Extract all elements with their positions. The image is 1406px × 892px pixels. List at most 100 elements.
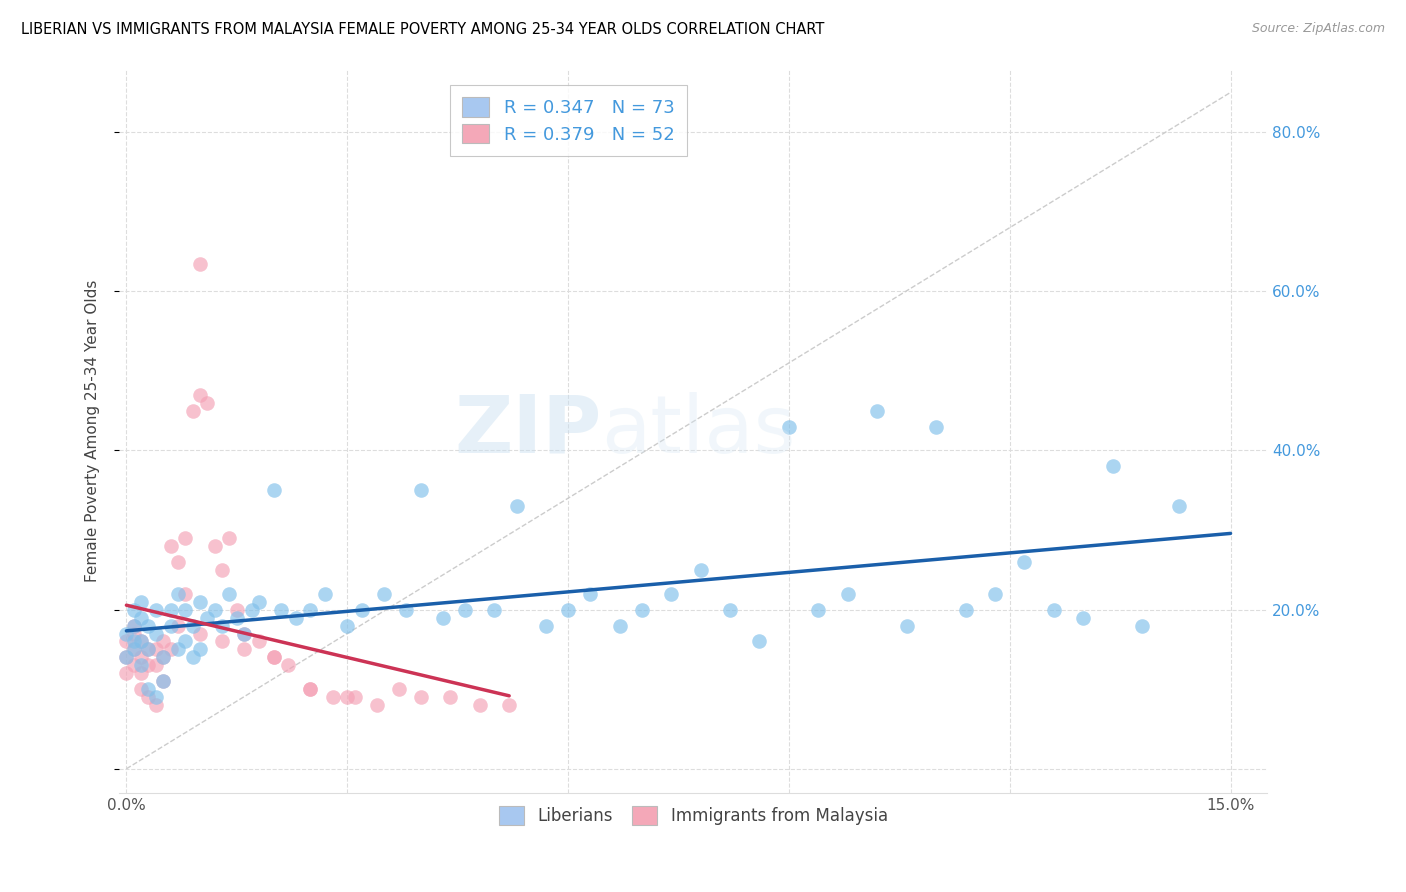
Point (1014, 555, 1036, 569)
Point (129, 682, 152, 697)
Point (188, 388, 211, 402)
Point (195, 395, 218, 409)
Point (138, 682, 160, 697)
Point (115, 650, 138, 665)
Point (984, 587, 1007, 601)
Point (115, 666, 138, 681)
Point (138, 690, 160, 705)
Point (299, 682, 322, 697)
Point (181, 618, 204, 632)
Legend: Liberians, Immigrants from Malaysia: Liberians, Immigrants from Malaysia (488, 797, 898, 835)
Point (314, 587, 336, 601)
Point (122, 634, 145, 648)
Point (233, 626, 256, 640)
Point (115, 650, 138, 665)
Point (498, 698, 520, 712)
Y-axis label: Female Poverty Among 25-34 Year Olds: Female Poverty Among 25-34 Year Olds (86, 279, 100, 582)
Point (145, 698, 167, 712)
Point (129, 658, 152, 673)
Point (211, 634, 233, 648)
Point (188, 626, 211, 640)
Point (115, 634, 138, 648)
Point (534, 618, 557, 632)
Point (748, 634, 770, 648)
Point (336, 618, 359, 632)
Point (1101, 459, 1123, 474)
Point (557, 602, 579, 616)
Point (129, 634, 152, 648)
Point (181, 650, 204, 665)
Point (122, 618, 145, 632)
Point (145, 626, 167, 640)
Point (373, 587, 395, 601)
Point (122, 642, 145, 657)
Point (145, 642, 167, 657)
Point (807, 602, 830, 616)
Point (240, 602, 263, 616)
Point (138, 642, 160, 657)
Text: ZIP: ZIP (454, 392, 602, 469)
Point (152, 650, 174, 665)
Point (484, 602, 506, 616)
Point (122, 626, 145, 640)
Point (129, 595, 152, 609)
Point (299, 682, 322, 697)
Point (204, 602, 226, 616)
Point (270, 602, 292, 616)
Point (152, 634, 174, 648)
Point (188, 257, 211, 271)
Point (218, 531, 240, 545)
Point (167, 587, 190, 601)
Point (195, 610, 218, 624)
Point (152, 674, 174, 689)
Point (181, 403, 204, 417)
Point (159, 602, 181, 616)
Point (439, 690, 461, 705)
Point (778, 419, 800, 434)
Point (122, 642, 145, 657)
Point (225, 602, 247, 616)
Point (1071, 610, 1094, 624)
Point (409, 690, 432, 705)
Point (896, 618, 918, 632)
Point (277, 658, 299, 673)
Point (233, 642, 256, 657)
Point (225, 610, 247, 624)
Point (925, 419, 948, 434)
Point (167, 555, 190, 569)
Point (138, 642, 160, 657)
Point (630, 602, 652, 616)
Point (689, 563, 711, 577)
Point (336, 690, 359, 705)
Point (145, 602, 167, 616)
Point (284, 610, 307, 624)
Point (247, 634, 270, 648)
Point (152, 650, 174, 665)
Point (115, 626, 138, 640)
Point (955, 602, 977, 616)
Text: LIBERIAN VS IMMIGRANTS FROM MALAYSIA FEMALE POVERTY AMONG 25-34 YEAR OLDS CORREL: LIBERIAN VS IMMIGRANTS FROM MALAYSIA FEM… (21, 22, 824, 37)
Point (138, 618, 160, 632)
Point (152, 674, 174, 689)
Point (188, 595, 211, 609)
Point (174, 602, 197, 616)
Point (432, 610, 454, 624)
Point (145, 690, 167, 705)
Point (263, 650, 285, 665)
Point (388, 682, 411, 697)
Point (159, 539, 181, 553)
Point (350, 602, 373, 616)
Point (468, 698, 491, 712)
Point (204, 539, 226, 553)
Point (454, 602, 477, 616)
Point (167, 618, 190, 632)
Point (129, 634, 152, 648)
Point (395, 602, 418, 616)
Point (122, 618, 145, 632)
Point (129, 666, 152, 681)
Point (129, 650, 152, 665)
Point (579, 587, 602, 601)
Text: atlas: atlas (602, 392, 796, 469)
Point (174, 587, 197, 601)
Point (247, 595, 270, 609)
